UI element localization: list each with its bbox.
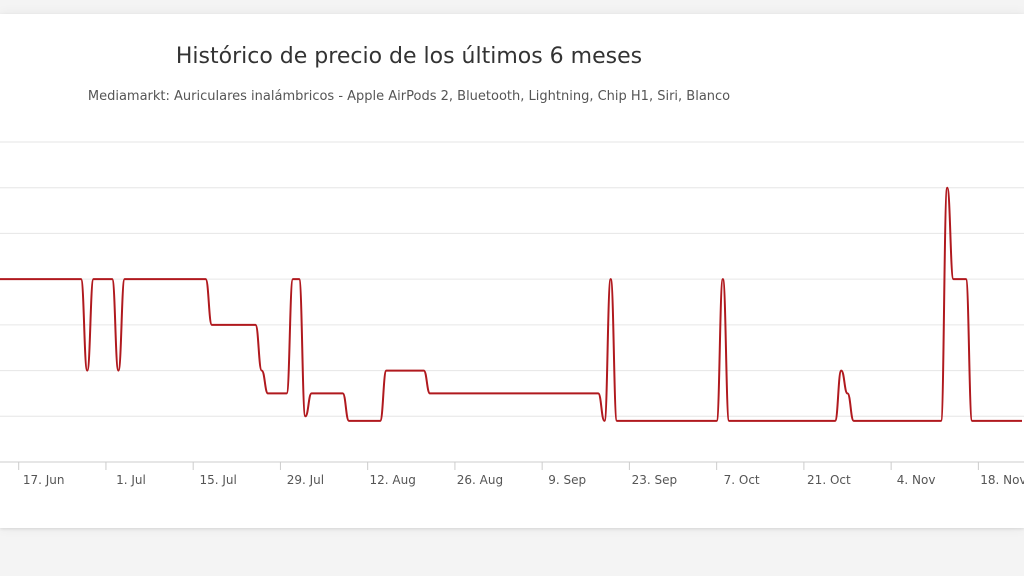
x-tick-label: 4. Nov (897, 473, 936, 487)
x-tick-label: 23. Sep (632, 473, 678, 487)
x-tick-label: 12. Aug (369, 473, 415, 487)
x-tick-label: 15. Jul (199, 473, 236, 487)
chart-title: Histórico de precio de los últimos 6 mes… (175, 44, 643, 69)
series-layer (0, 186, 1022, 422)
x-tick-label: 18. Nov (980, 473, 1024, 487)
grid-lines (0, 141, 1024, 417)
x-tick-label: 17. Jun (23, 473, 65, 487)
x-tick-label: 21. Oct (807, 473, 851, 487)
chart-subtitle: Mediamarkt: Auriculares inalámbricos - A… (87, 89, 731, 104)
x-tick-label: 26. Aug (457, 473, 503, 487)
x-tick-label: 29. Jul (287, 473, 324, 487)
chart-card (0, 14, 1024, 528)
x-axis-ticks: 17. Jun 1. Jul 15. Jul 29. Jul 12. Aug 26. Au… (18, 462, 1024, 487)
x-tick-label: 1. Jul (116, 473, 146, 487)
x-tick-label: 9. Sep (548, 473, 586, 487)
series-line[interactable] (0, 186, 1022, 422)
x-tick-label: 7. Oct (724, 473, 760, 487)
